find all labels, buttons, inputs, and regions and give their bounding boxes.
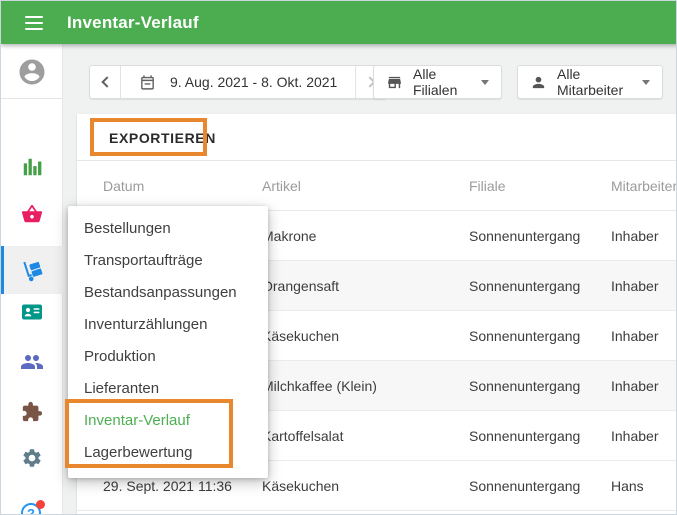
sidebar-item-reports[interactable] <box>1 143 63 191</box>
cell-filiale: Sonnenuntergang <box>469 227 581 244</box>
cell-mitarbeiter: Inhaber <box>611 327 659 344</box>
gear-icon <box>21 447 43 469</box>
table-row[interactable]: Käsekuchen Sonnenuntergang Inhaber <box>77 311 676 361</box>
cell-artikel: Kartoffelsalat <box>262 427 344 444</box>
sidebar-item-customers[interactable] <box>1 338 63 386</box>
table-row[interactable]: Makrone Sonnenuntergang Inhaber <box>77 211 676 261</box>
cell-mitarbeiter: Inhaber <box>611 377 659 394</box>
avatar-icon <box>17 57 47 87</box>
date-range-button[interactable]: 9. Aug. 2021 - 8. Okt. 2021 <box>120 66 357 98</box>
date-range-label: 9. Aug. 2021 - 8. Okt. 2021 <box>170 74 338 90</box>
cell-artikel: Makrone <box>262 227 317 244</box>
sidebar-item-help[interactable]: ? <box>1 490 63 514</box>
inventory-submenu: Bestellungen Transportaufträge Bestandsa… <box>68 206 268 478</box>
cell-filiale: Sonnenuntergang <box>469 427 581 444</box>
bar-chart-icon <box>21 156 43 178</box>
column-header-filiale: Filiale <box>469 177 506 194</box>
app-bar: Inventar-Verlauf <box>1 1 676 44</box>
sidebar-item-integrations[interactable] <box>1 388 63 436</box>
team-icon <box>20 350 44 374</box>
stores-filter-dropdown[interactable]: Alle Filialen <box>373 65 502 99</box>
date-range-pager: 9. Aug. 2021 - 8. Okt. 2021 <box>89 65 388 99</box>
column-header-artikel: Artikel <box>262 177 301 194</box>
contact-card-icon <box>20 300 44 324</box>
sidebar: ? <box>1 44 63 514</box>
export-row: EXPORTIEREN <box>77 114 676 161</box>
cell-mitarbeiter: Inhaber <box>611 427 659 444</box>
employees-filter-label: Alle Mitarbeiter <box>557 66 624 98</box>
cell-filiale: Sonnenuntergang <box>469 327 581 344</box>
puzzle-icon <box>21 401 43 423</box>
menu-item-bestandsanpassungen[interactable]: Bestandsanpassungen <box>84 283 237 301</box>
sidebar-item-employees[interactable] <box>1 288 63 336</box>
cell-datum: 29. Sept. 2021 11:36 <box>103 477 232 494</box>
menu-item-bestellungen[interactable]: Bestellungen <box>84 219 171 237</box>
cell-filiale: Sonnenuntergang <box>469 477 581 494</box>
cell-mitarbeiter: Inhaber <box>611 277 659 294</box>
page-title: Inventar-Verlauf <box>67 12 199 32</box>
store-icon <box>386 74 403 91</box>
shopping-basket-icon <box>21 203 43 225</box>
cell-mitarbeiter: Inhaber <box>611 227 659 244</box>
table-row[interactable]: Kartoffelsalat Sonnenuntergang Inhaber <box>77 411 676 461</box>
table-header-row: Datum Artikel Filiale Mitarbeiter <box>77 161 677 211</box>
chevron-down-icon <box>481 80 489 85</box>
sidebar-divider <box>1 98 63 99</box>
person-icon <box>530 74 547 91</box>
cell-artikel: Orangensaft <box>262 277 340 294</box>
cell-artikel: Käsekuchen <box>262 327 340 344</box>
menu-item-inventar-verlauf[interactable]: Inventar-Verlauf <box>84 411 190 429</box>
hamburger-menu-icon[interactable] <box>25 15 43 30</box>
table-row[interactable]: 29. Sept. 2021 11:36 Käsekuchen Sonnenun… <box>77 461 676 511</box>
sidebar-item-items[interactable] <box>1 190 63 238</box>
menu-item-inventurzaehlungen[interactable]: Inventurzählungen <box>84 315 208 333</box>
sidebar-item-inventory-management[interactable] <box>1 246 63 294</box>
menu-item-lieferanten[interactable]: Lieferanten <box>84 379 160 397</box>
cell-artikel: Käsekuchen <box>262 477 340 494</box>
column-header-mitarbeiter: Mitarbeiter <box>611 177 677 194</box>
cell-filiale: Sonnenuntergang <box>469 377 581 394</box>
hand-truck-icon <box>22 258 46 282</box>
menu-item-lagerbewertung[interactable]: Lagerbewertung <box>84 443 193 461</box>
menu-item-produktion[interactable]: Produktion <box>84 347 156 365</box>
sidebar-item-settings[interactable] <box>1 434 63 482</box>
previous-period-button[interactable] <box>90 66 120 98</box>
column-header-datum: Datum <box>103 177 145 194</box>
cell-mitarbeiter: Hans <box>611 477 644 494</box>
chevron-left-icon <box>100 76 113 88</box>
calendar-icon <box>139 74 156 91</box>
employees-filter-dropdown[interactable]: Alle Mitarbeiter <box>517 65 663 99</box>
notification-dot <box>36 500 45 509</box>
menu-item-transportauftraege[interactable]: Transportaufträge <box>84 251 203 269</box>
help-icon: ? <box>21 500 45 514</box>
stores-filter-label: Alle Filialen <box>413 66 458 98</box>
sidebar-item-account[interactable] <box>1 48 63 96</box>
cell-filiale: Sonnenuntergang <box>469 277 581 294</box>
chevron-down-icon <box>642 80 650 85</box>
export-button[interactable]: EXPORTIEREN <box>109 129 216 146</box>
cell-artikel: Milchkaffee (Klein) <box>262 377 377 394</box>
